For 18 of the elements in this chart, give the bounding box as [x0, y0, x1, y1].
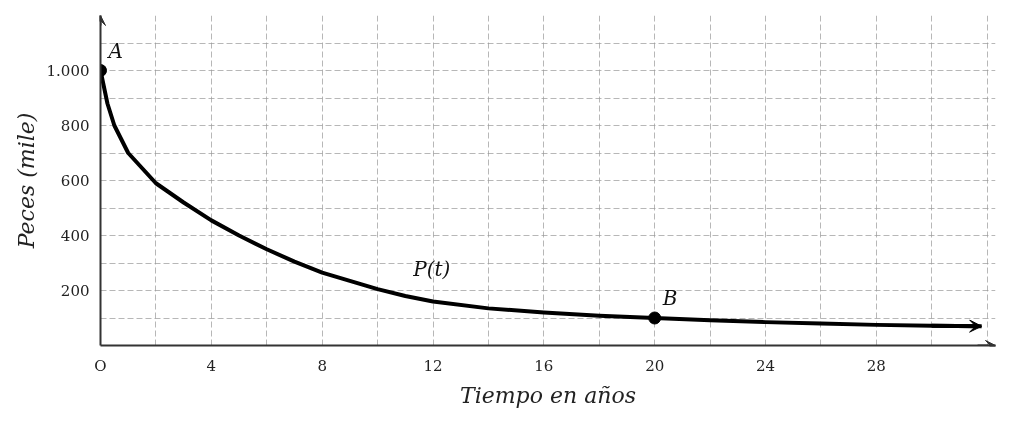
x-tick-label: 16	[534, 356, 554, 375]
x-tick-label: 4	[206, 356, 217, 375]
annotation: P(t)	[412, 257, 451, 282]
y-axis-title: Peces (mile)	[13, 112, 39, 250]
x-tick-label: 28	[866, 356, 886, 375]
y-tick-label: 400	[60, 227, 90, 245]
x-tick-label: 12	[423, 356, 443, 375]
y-tick-label: 1.000	[46, 62, 90, 80]
x-tick-label: 8	[317, 356, 327, 375]
y-tick-label: 800	[60, 117, 90, 135]
x-tick-label: O	[94, 356, 107, 375]
annotation: B	[661, 286, 678, 310]
x-tick-label: 24	[755, 356, 776, 375]
annotation: A	[106, 38, 123, 63]
y-tick-label: 600	[60, 172, 90, 190]
y-tick-label: 200	[60, 282, 90, 300]
x-axis-title: Tiempo en años	[460, 382, 636, 408]
x-tick-label: 20	[645, 356, 665, 375]
